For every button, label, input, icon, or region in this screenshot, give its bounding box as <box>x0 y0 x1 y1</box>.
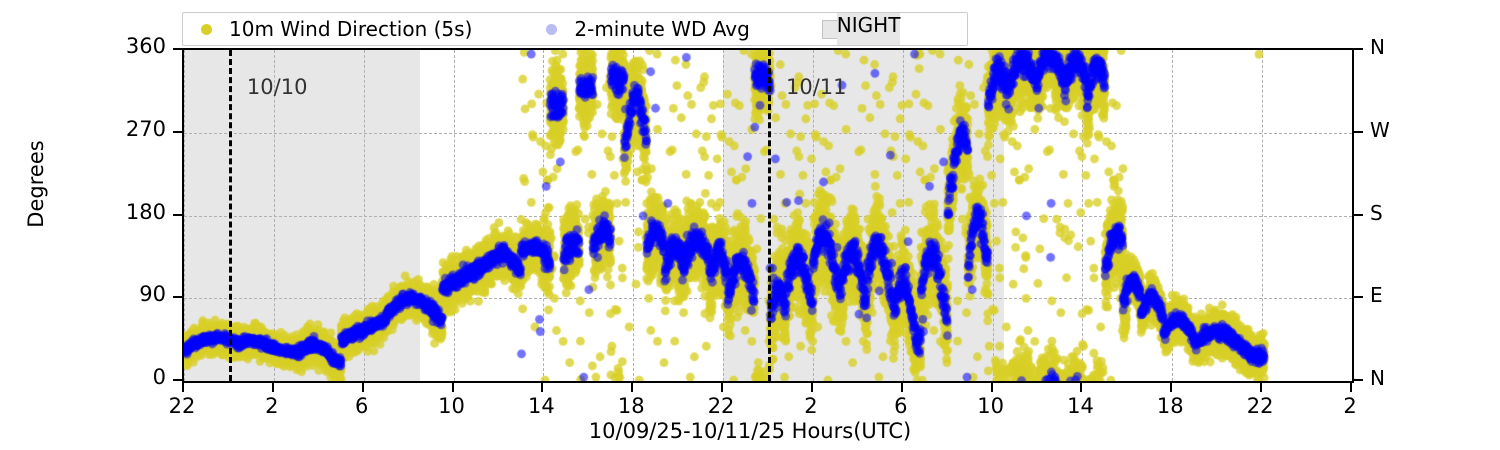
legend-item-night: NIGHT <box>821 13 901 45</box>
x-axis-tick <box>541 383 544 392</box>
x-axis-tick-label: 18 <box>617 394 645 418</box>
right-axis-tick <box>1354 48 1363 50</box>
x-axis-tick-label: 22 <box>707 394 735 418</box>
y-axis-tick <box>173 379 182 381</box>
x-axis-tick <box>631 383 634 392</box>
day-separator-line <box>228 50 232 381</box>
y-axis-tick <box>173 130 182 133</box>
x-axis-tick <box>271 383 274 392</box>
x-axis-tick <box>451 383 454 392</box>
right-axis-tick <box>1354 213 1363 216</box>
chart-legend: 10m Wind Direction (5s) 2-minute WD Avg … <box>182 12 968 46</box>
x-axis-tick <box>810 383 813 392</box>
yellow-dot-icon <box>201 23 212 35</box>
x-axis-tick <box>361 383 364 392</box>
x-axis-tick-label: 10 <box>977 394 1004 418</box>
y-axis-tick <box>173 48 182 50</box>
x-axis-tick <box>1260 383 1263 392</box>
x-axis-tick-label: 2 <box>804 394 818 418</box>
y-axis-tick-label: 270 <box>125 116 166 141</box>
legend-item-10m-wind-direction: 10m Wind Direction (5s) <box>201 17 472 41</box>
legend-label-night: NIGHT <box>836 13 901 45</box>
right-axis-tick <box>1354 296 1363 299</box>
x-axis-tick <box>1350 383 1352 392</box>
right-axis-tick <box>1354 130 1363 133</box>
x-axis-tick-label: 14 <box>528 394 555 418</box>
right-axis-tick-label: N <box>1370 35 1385 59</box>
legend-label-10m-wind-direction: 10m Wind Direction (5s) <box>229 17 473 41</box>
x-axis-tick-label: 22 <box>1246 394 1274 418</box>
legend-item-2-minute-wd-avg: 2-minute WD Avg <box>546 17 750 41</box>
x-axis-tick <box>182 383 184 392</box>
x-axis-tick <box>900 383 903 392</box>
gridline-vertical <box>1352 50 1353 381</box>
x-axis-tick-label: 2 <box>265 394 279 418</box>
y-axis-tick <box>173 296 182 299</box>
x-axis-tick <box>721 383 724 392</box>
x-axis-tick-label: 14 <box>1067 394 1094 418</box>
right-axis-tick-label: N <box>1370 366 1385 390</box>
x-axis-tick-label: 6 <box>894 394 908 418</box>
y-axis-tick-label: 90 <box>139 282 166 307</box>
y-axis-tick <box>173 213 182 216</box>
x-axis-tick-label: 18 <box>1156 394 1184 418</box>
y-axis-label: Degrees <box>24 140 48 228</box>
x-axis-tick <box>1170 383 1173 392</box>
day-label: 10/11 <box>786 75 847 99</box>
day-separator-line <box>768 50 771 381</box>
x-axis-tick-label: 10 <box>438 394 465 418</box>
right-axis-tick <box>1354 379 1363 381</box>
x-axis-tick-label: 2 <box>1343 394 1357 418</box>
right-axis-tick-label: W <box>1370 117 1390 142</box>
x-axis-tick <box>1080 383 1083 392</box>
right-axis-tick-label: E <box>1370 283 1383 308</box>
x-axis-label: 10/09/25-10/11/25 Hours(UTC) <box>588 419 912 443</box>
y-axis-tick-label: 180 <box>125 199 166 224</box>
legend-label-2-minute-wd-avg: 2-minute WD Avg <box>574 17 750 41</box>
x-axis-tick-label: 6 <box>355 394 369 418</box>
y-axis-tick-label: 0 <box>152 365 166 389</box>
blue-dot-icon <box>546 23 558 35</box>
x-axis-tick-label: 22 <box>168 394 196 418</box>
plot-area: 10/10 10/11 <box>182 48 1354 383</box>
day-label: 10/10 <box>246 75 308 99</box>
right-axis-tick-label: S <box>1370 200 1383 225</box>
y-axis-tick-label: 360 <box>125 34 166 58</box>
x-axis-tick <box>990 383 993 392</box>
